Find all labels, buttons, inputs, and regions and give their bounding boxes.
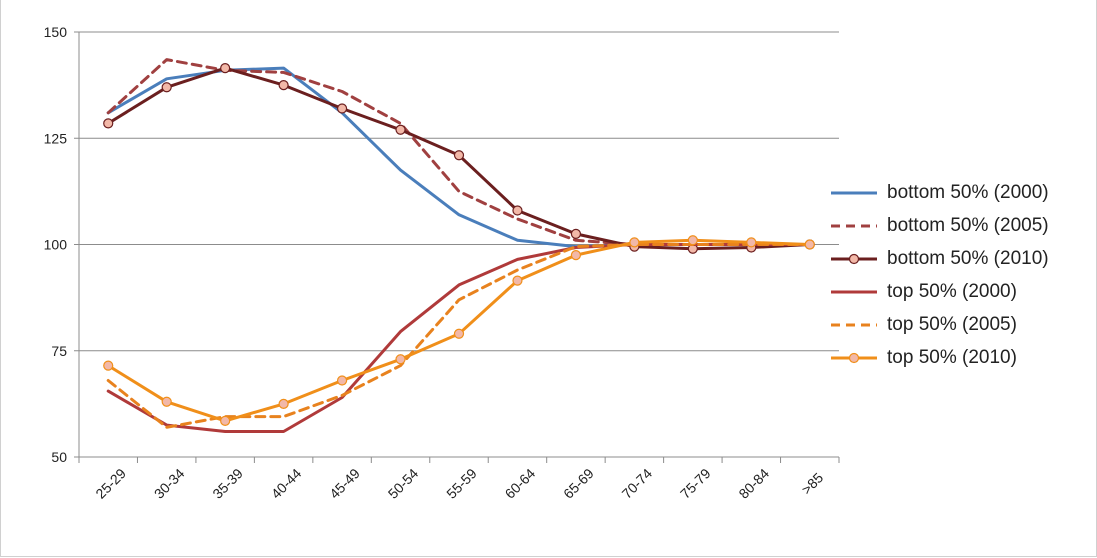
data-point xyxy=(453,328,465,339)
data-point xyxy=(629,237,640,248)
data-point xyxy=(512,205,523,216)
legend-item: bottom 50% (2005) xyxy=(831,209,1049,242)
x-tick-label: 30-34 xyxy=(151,465,188,502)
data-point xyxy=(278,80,289,91)
legend-swatch xyxy=(831,191,877,194)
x-tick-label: >85 xyxy=(798,469,826,497)
x-tick-label: 75-79 xyxy=(677,465,714,502)
x-tick-label: 25-29 xyxy=(92,465,129,502)
x-tick-label: 60-64 xyxy=(502,465,539,502)
legend-swatch xyxy=(831,224,877,227)
data-point xyxy=(570,250,582,261)
series-lines xyxy=(103,58,815,433)
y-tick-label: 125 xyxy=(44,130,68,146)
legend-item: top 50% (2005) xyxy=(831,308,1049,341)
legend-swatch-marker xyxy=(848,253,860,264)
legend-item: bottom 50% (2000) xyxy=(831,176,1049,209)
y-tick-label: 100 xyxy=(44,237,68,253)
x-tick-label: 80-84 xyxy=(735,465,772,502)
data-point xyxy=(395,354,406,365)
data-point xyxy=(220,415,231,426)
data-point xyxy=(746,237,757,248)
data-point xyxy=(687,235,698,246)
legend-swatch xyxy=(831,290,877,293)
data-point xyxy=(336,103,348,114)
axes xyxy=(74,31,840,463)
legend-item: top 50% (2010) xyxy=(831,341,1049,374)
x-tick-label: 35-39 xyxy=(209,465,246,502)
data-point xyxy=(395,124,406,135)
data-point xyxy=(103,118,114,129)
x-tick-label: 65-69 xyxy=(560,465,597,502)
legend-label: top 50% (2005) xyxy=(887,313,1017,335)
y-tick-label: 50 xyxy=(51,449,67,465)
legend-swatch xyxy=(831,352,877,363)
data-point xyxy=(570,228,582,239)
x-tick-label: 55-59 xyxy=(443,465,480,502)
data-point xyxy=(161,82,172,93)
data-point xyxy=(161,396,172,407)
x-tick-label: 40-44 xyxy=(268,465,305,502)
legend-label: top 50% (2010) xyxy=(887,346,1017,368)
legend-item: bottom 50% (2010) xyxy=(831,242,1049,275)
y-tick-label: 150 xyxy=(44,24,68,40)
legend-swatch xyxy=(831,253,877,264)
legend-item: top 50% (2000) xyxy=(831,275,1049,308)
data-point xyxy=(103,360,114,371)
x-axis-tick-labels: 25-29 30-34 35-39 40-44 45-49 50-54 55-59 60-64… xyxy=(92,465,826,502)
legend-swatch xyxy=(831,323,877,326)
legend-label: top 50% (2000) xyxy=(887,280,1017,302)
legend-label: bottom 50% (2010) xyxy=(887,247,1049,269)
legend: bottom 50% (2000) bottom 50% (2005) bottom… xyxy=(831,176,1049,374)
data-point xyxy=(453,150,465,161)
x-tick-label: 45-49 xyxy=(326,465,363,502)
legend-label: bottom 50% (2005) xyxy=(887,214,1049,236)
data-point xyxy=(220,63,231,74)
x-tick-label: 50-54 xyxy=(385,465,422,502)
data-point xyxy=(278,398,289,409)
data-point xyxy=(512,275,523,286)
data-point xyxy=(804,239,815,250)
y-tick-label: 75 xyxy=(51,343,67,359)
x-tick-label: 70-74 xyxy=(619,465,656,502)
data-point xyxy=(336,375,348,386)
y-axis-tick-labels: 50 75 100 125 150 xyxy=(44,24,68,465)
legend-swatch-marker xyxy=(848,352,860,363)
legend-label: bottom 50% (2000) xyxy=(887,181,1049,203)
